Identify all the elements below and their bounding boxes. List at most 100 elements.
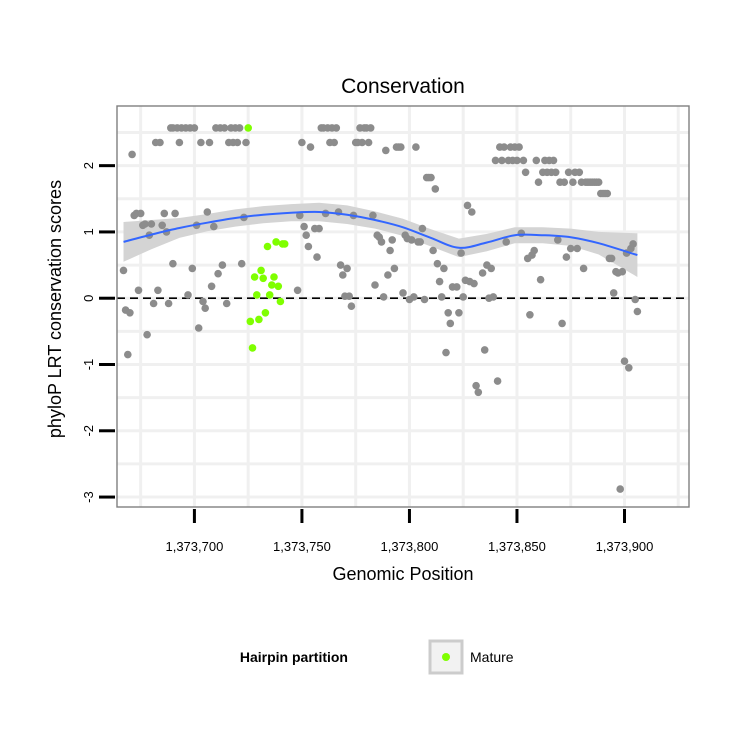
data-point xyxy=(564,168,573,177)
data-point xyxy=(594,178,603,186)
data-point xyxy=(220,124,229,132)
data-point xyxy=(369,211,377,220)
y-tick-label: 0 xyxy=(81,295,96,302)
data-point xyxy=(171,209,179,218)
data-point xyxy=(154,286,162,295)
data-point xyxy=(194,324,203,332)
data-point xyxy=(620,357,629,366)
data-point xyxy=(427,173,435,182)
y-tick-label: -1 xyxy=(81,359,96,371)
data-point xyxy=(134,286,143,295)
data-point-mature xyxy=(280,240,289,248)
data-point xyxy=(468,208,476,216)
data-point xyxy=(609,289,618,297)
data-point xyxy=(472,381,480,390)
data-point xyxy=(147,220,156,228)
data-point xyxy=(530,246,538,255)
legend: Hairpin partition Mature xyxy=(240,639,514,675)
data-point xyxy=(364,138,373,147)
data-point xyxy=(158,221,166,230)
data-point xyxy=(633,307,642,316)
data-point xyxy=(575,168,584,177)
data-point xyxy=(218,261,227,269)
data-point xyxy=(304,242,313,251)
data-point xyxy=(330,138,339,147)
data-point xyxy=(431,185,440,193)
data-point xyxy=(160,209,169,218)
data-point xyxy=(420,295,429,304)
data-point xyxy=(339,271,347,279)
data-point-mature xyxy=(244,124,252,132)
data-point xyxy=(399,289,407,297)
data-point xyxy=(302,231,311,239)
data-point xyxy=(437,293,446,301)
data-point xyxy=(371,281,379,289)
data-point xyxy=(188,264,197,273)
data-point xyxy=(416,238,425,246)
data-point xyxy=(573,244,581,253)
data-point-mature xyxy=(272,238,280,246)
legend-mature-dot xyxy=(442,653,450,661)
data-point xyxy=(433,259,442,268)
data-point xyxy=(382,146,390,155)
data-point-mature xyxy=(263,242,272,251)
data-point xyxy=(384,271,392,279)
data-point xyxy=(366,124,375,132)
data-point xyxy=(579,264,588,273)
plot-area xyxy=(116,105,690,508)
data-point-mature xyxy=(250,273,259,281)
data-point xyxy=(126,309,134,317)
data-point xyxy=(343,264,351,273)
data-point xyxy=(478,269,487,277)
data-point xyxy=(519,156,528,165)
data-point xyxy=(500,143,508,151)
data-point xyxy=(429,246,437,255)
data-point-mature xyxy=(255,315,263,324)
data-point xyxy=(300,222,308,231)
data-point xyxy=(149,299,158,308)
data-point xyxy=(175,138,184,147)
x-tick-label: 1,373,800 xyxy=(381,539,439,554)
data-point xyxy=(493,377,502,385)
y-axis-title: phyloP LRT conservation scores xyxy=(45,180,65,438)
data-point-mature xyxy=(259,274,268,283)
data-point xyxy=(222,299,231,308)
data-point xyxy=(143,330,151,339)
data-point xyxy=(345,292,354,301)
data-point xyxy=(463,201,472,210)
data-point xyxy=(119,266,128,275)
data-point xyxy=(233,138,242,147)
data-point xyxy=(237,259,246,268)
data-point xyxy=(124,350,132,359)
data-point xyxy=(164,299,173,308)
y-axis: -3 -2 -1 0 1 2 xyxy=(81,162,115,503)
data-point xyxy=(489,293,498,301)
data-point xyxy=(554,236,562,244)
data-point xyxy=(410,293,418,301)
data-point xyxy=(201,304,209,313)
data-point xyxy=(625,364,633,372)
data-point xyxy=(502,238,511,246)
data-point xyxy=(560,178,569,186)
data-point xyxy=(569,178,577,186)
data-point xyxy=(453,283,461,291)
data-point xyxy=(435,277,444,286)
data-point xyxy=(566,244,575,253)
x-tick-label: 1,373,700 xyxy=(165,539,223,554)
data-point xyxy=(412,143,420,151)
data-point xyxy=(418,224,427,233)
data-point xyxy=(517,229,526,238)
data-point-mature xyxy=(270,273,278,281)
data-point xyxy=(242,138,250,147)
data-point xyxy=(616,485,624,493)
data-point xyxy=(549,156,558,165)
data-point xyxy=(513,156,521,165)
data-point xyxy=(455,309,463,317)
data-point-mature xyxy=(276,297,285,306)
data-point-mature xyxy=(248,344,257,352)
data-point xyxy=(562,253,571,261)
data-point xyxy=(532,156,541,165)
data-point xyxy=(169,259,177,268)
y-tick-label: -2 xyxy=(81,425,96,437)
data-point xyxy=(210,222,218,231)
